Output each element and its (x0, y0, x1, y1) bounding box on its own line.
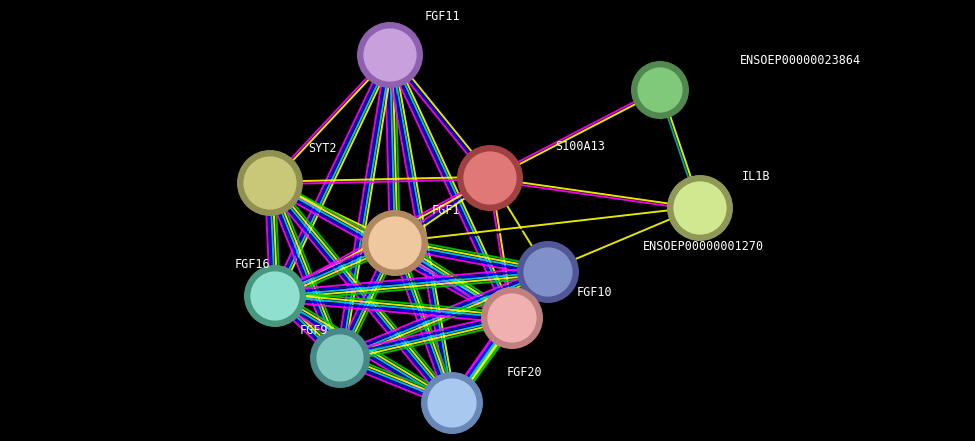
Circle shape (249, 270, 301, 322)
Text: FGF20: FGF20 (507, 366, 543, 380)
Text: FGF9: FGF9 (300, 324, 329, 336)
Circle shape (667, 175, 733, 241)
Circle shape (481, 287, 543, 349)
Text: FGF10: FGF10 (577, 287, 612, 299)
Text: ENSOEP00000023864: ENSOEP00000023864 (740, 53, 861, 67)
Text: ENSOEP00000001270: ENSOEP00000001270 (643, 240, 764, 254)
Circle shape (462, 150, 518, 206)
Circle shape (426, 377, 478, 429)
Text: IL1B: IL1B (742, 169, 770, 183)
Circle shape (310, 328, 370, 388)
Circle shape (242, 155, 298, 211)
Circle shape (517, 241, 579, 303)
Circle shape (315, 333, 365, 383)
Circle shape (631, 61, 689, 119)
Text: SYT2: SYT2 (308, 142, 336, 154)
Circle shape (486, 292, 538, 344)
Circle shape (357, 22, 423, 88)
Circle shape (672, 180, 728, 236)
Circle shape (244, 265, 306, 327)
Text: FGF1: FGF1 (432, 205, 460, 217)
Circle shape (522, 246, 574, 298)
Text: FGF16: FGF16 (235, 258, 271, 270)
Text: S100A13: S100A13 (555, 139, 604, 153)
Circle shape (421, 372, 483, 434)
Text: FGF11: FGF11 (425, 11, 460, 23)
Circle shape (457, 145, 523, 211)
Circle shape (367, 215, 423, 271)
Circle shape (237, 150, 303, 216)
Circle shape (362, 27, 418, 83)
Circle shape (362, 210, 428, 276)
Circle shape (636, 66, 684, 114)
